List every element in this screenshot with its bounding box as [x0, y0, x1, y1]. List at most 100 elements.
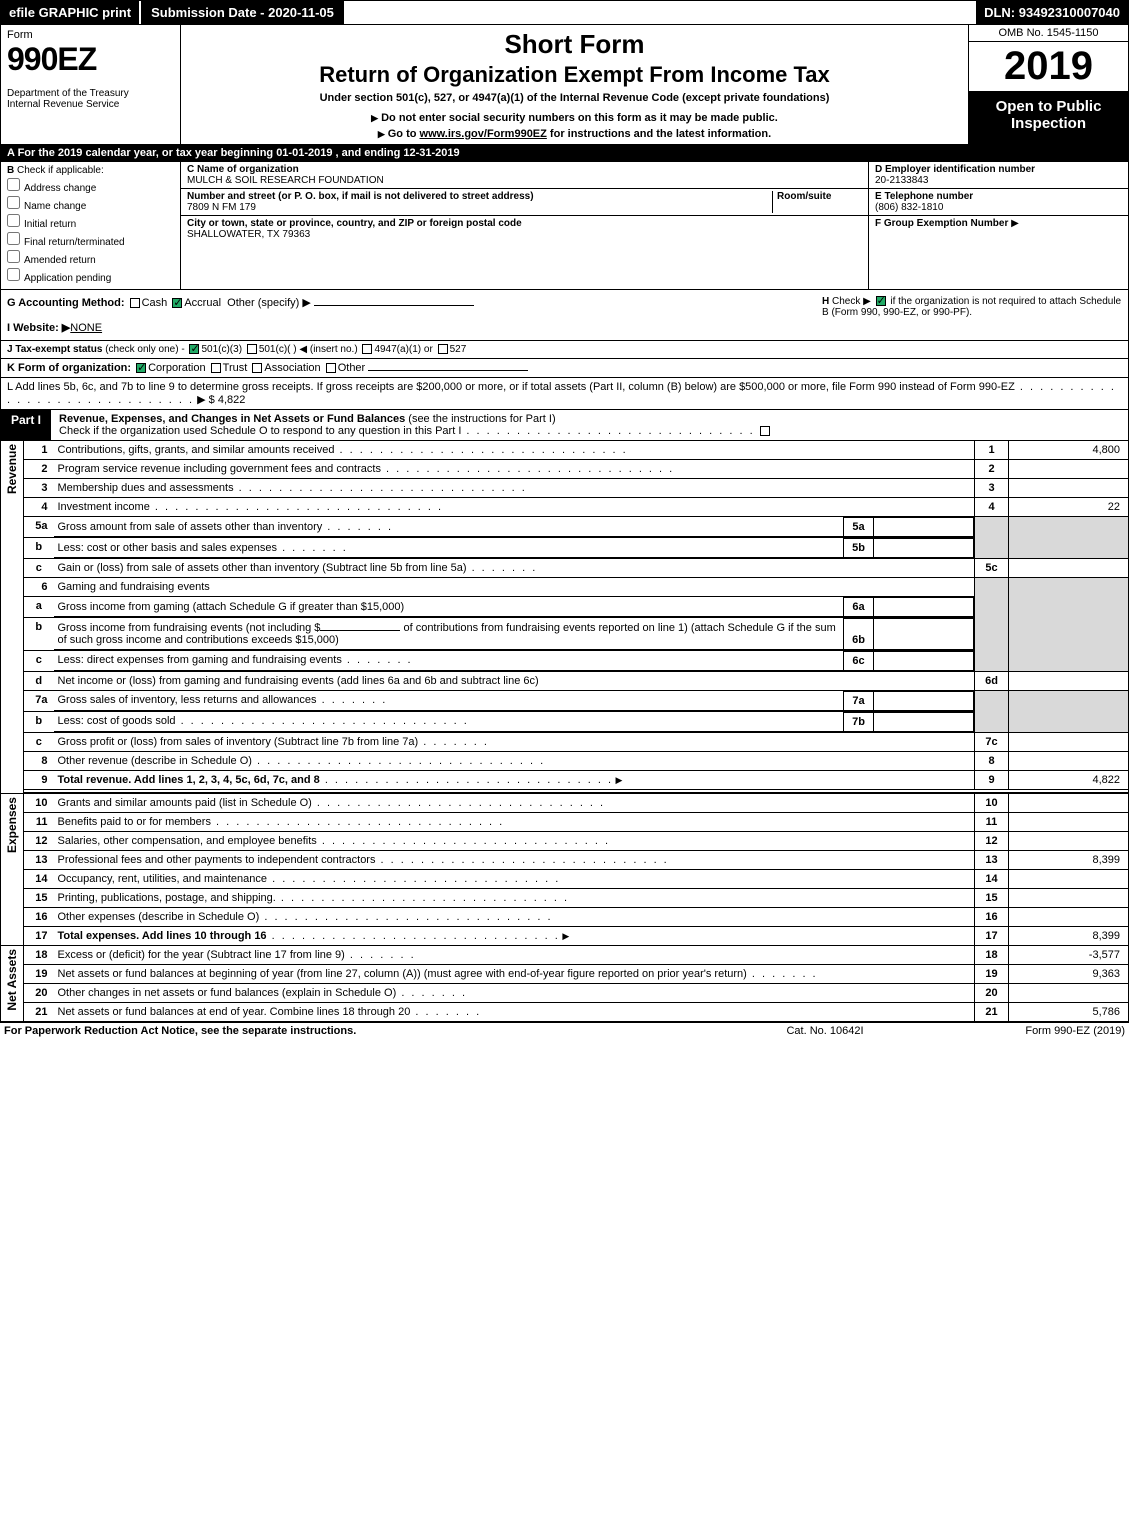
chk-4947[interactable] [362, 344, 372, 354]
c-name-label: C Name of organization [187, 164, 862, 175]
c-addr-row: Number and street (or P. O. box, if mail… [181, 189, 868, 216]
other-specify-line[interactable] [314, 305, 474, 306]
chk-sched-o-part1[interactable] [760, 426, 770, 436]
line-12-value [1009, 832, 1129, 851]
chk-final-return[interactable]: Final return/terminated [7, 232, 174, 248]
part-i-title-wrap: Revenue, Expenses, and Changes in Net As… [51, 410, 1128, 440]
f-group: F Group Exemption Number ▶ [869, 216, 1128, 289]
room-label: Room/suite [777, 191, 862, 202]
chk-501c3[interactable] [189, 344, 199, 354]
d-label: D Employer identification number [875, 164, 1122, 175]
line-11: 11Benefits paid to or for members 11 [1, 813, 1129, 832]
form-header: Form 990EZ Department of the Treasury In… [0, 25, 1129, 145]
org-name: MULCH & SOIL RESEARCH FOUNDATION [187, 175, 862, 186]
line-9: 9 Total revenue. Add lines 1, 2, 3, 4, 5… [1, 770, 1129, 789]
line-7b-mini [874, 712, 974, 731]
c-city-label: City or town, state or province, country… [187, 218, 522, 229]
l-text: L Add lines 5b, 6c, and 7b to line 9 to … [7, 381, 1015, 393]
k-label: K Form of organization: [7, 362, 131, 374]
link-pre: Go to [378, 128, 420, 140]
line-2: 2 Program service revenue including gove… [1, 460, 1129, 479]
chk-address-change[interactable]: Address change [7, 178, 174, 194]
header-center: Short Form Return of Organization Exempt… [181, 25, 968, 144]
line-7a-mini [874, 691, 974, 710]
page-footer: For Paperwork Reduction Act Notice, see … [0, 1022, 1129, 1039]
line-16: 16Other expenses (describe in Schedule O… [1, 908, 1129, 927]
chk-other-org[interactable] [326, 363, 336, 373]
line-6d: d Net income or (loss) from gaming and f… [1, 671, 1129, 690]
chk-corp[interactable] [136, 363, 146, 373]
irs-link[interactable]: www.irs.gov/Form990EZ [420, 128, 547, 140]
line-6a-mini [874, 598, 974, 617]
chk-527[interactable] [438, 344, 448, 354]
department: Department of the Treasury Internal Reve… [7, 88, 174, 110]
line-20-value [1009, 984, 1129, 1003]
form-word: Form [7, 29, 174, 41]
line-14: 14Occupancy, rent, utilities, and mainte… [1, 870, 1129, 889]
f-label: F Group Exemption Number [875, 218, 1008, 229]
chk-accrual[interactable] [172, 298, 182, 308]
part-i-tag: Part I [1, 410, 51, 440]
chk-initial-return-input[interactable] [7, 214, 20, 227]
line-17-value: 8,399 [1009, 927, 1129, 946]
form-ref: Form 990-EZ (2019) [925, 1025, 1125, 1037]
cat-no: Cat. No. 10642I [725, 1025, 925, 1037]
e-phone: E Telephone number (806) 832-1810 [869, 189, 1128, 216]
line-18-value: -3,577 [1009, 946, 1129, 965]
e-label: E Telephone number [875, 191, 1122, 202]
part-i-header: Part I Revenue, Expenses, and Changes in… [0, 410, 1129, 441]
chk-assoc[interactable] [252, 363, 262, 373]
chk-app-pending[interactable]: Application pending [7, 268, 174, 284]
part-i-check: Check if the organization used Schedule … [59, 425, 461, 437]
j-label: J Tax-exempt status [7, 344, 102, 355]
chk-name-change-input[interactable] [7, 196, 20, 209]
open-inspection: Open to Public Inspection [969, 92, 1128, 144]
other-org-line[interactable] [368, 370, 528, 371]
i-label: I Website: ▶ [7, 322, 70, 334]
short-form-title: Short Form [189, 29, 960, 60]
line-6c: c Less: direct expenses from gaming and … [1, 650, 1129, 671]
chk-cash[interactable] [130, 298, 140, 308]
chk-app-pending-input[interactable] [7, 268, 20, 281]
line-6d-value [1009, 671, 1129, 690]
expenses-side: Expenses [1, 793, 24, 946]
col-c: C Name of organization MULCH & SOIL RESE… [181, 162, 868, 289]
line-7c-value [1009, 732, 1129, 751]
l-amount: $ 4,822 [209, 394, 246, 406]
part-i-paren: (see the instructions for Part I) [408, 413, 555, 425]
chk-sched-b[interactable] [876, 296, 886, 306]
efile-label[interactable]: efile GRAPHIC print [1, 1, 139, 24]
chk-initial-return[interactable]: Initial return [7, 214, 174, 230]
line-5c-value [1009, 559, 1129, 578]
chk-address-change-input[interactable] [7, 178, 20, 191]
part-i-table: Revenue 1 Contributions, gifts, grants, … [0, 441, 1129, 1022]
line-5b: b Less: cost or other basis and sales ex… [1, 538, 1129, 559]
line-17: 17Total expenses. Add lines 10 through 1… [1, 927, 1129, 946]
line-6-grey-n [975, 578, 1009, 672]
ein-value: 20-2133843 [875, 175, 1122, 186]
line-5a: 5a Gross amount from sale of assets othe… [1, 517, 1129, 538]
line-6: 6 Gaming and fundraising events [1, 578, 1129, 597]
line-7ab-grey-v [1009, 690, 1129, 732]
line-7c: c Gross profit or (loss) from sales of i… [1, 732, 1129, 751]
chk-501c[interactable] [247, 344, 257, 354]
line-6b: b Gross income from fundraising events (… [1, 618, 1129, 651]
chk-final-return-input[interactable] [7, 232, 20, 245]
line-6-grey-v [1009, 578, 1129, 672]
c-name-row: C Name of organization MULCH & SOIL RESE… [181, 162, 868, 189]
line-19: 19Net assets or fund balances at beginni… [1, 965, 1129, 984]
chk-amended-input[interactable] [7, 250, 20, 263]
b-label: B Check if applicable: [7, 165, 174, 176]
org-city: SHALLOWATER, TX 79363 [187, 229, 522, 240]
row-gh: G Accounting Method: Cash Accrual Other … [0, 289, 1129, 341]
line-6b-blank[interactable] [320, 630, 400, 631]
line-21-value: 5,786 [1009, 1003, 1129, 1022]
line-13: 13Professional fees and other payments t… [1, 851, 1129, 870]
chk-trust[interactable] [211, 363, 221, 373]
line-21: 21Net assets or fund balances at end of … [1, 1003, 1129, 1022]
chk-amended[interactable]: Amended return [7, 250, 174, 266]
revenue-side: Revenue [1, 441, 24, 793]
block-bcdef: B Check if applicable: Address change Na… [0, 162, 1129, 289]
chk-name-change[interactable]: Name change [7, 196, 174, 212]
line-5b-mini [874, 539, 974, 558]
